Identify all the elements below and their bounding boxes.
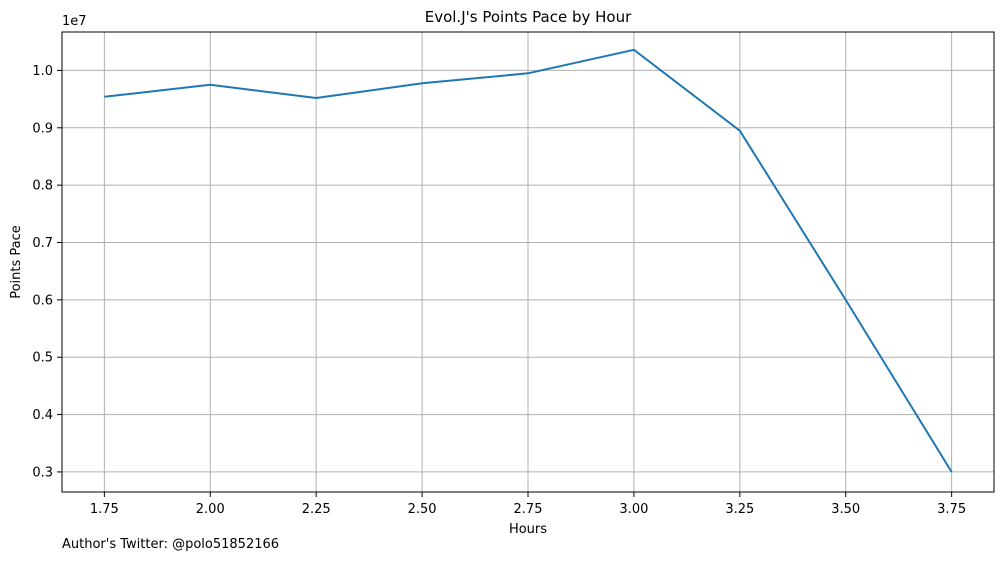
y-tick-label: 0.5 <box>32 351 53 366</box>
y-tick-label: 0.9 <box>32 121 53 136</box>
y-tick-label: 0.3 <box>32 465 53 480</box>
x-tick-label: 3.50 <box>831 502 860 517</box>
x-tick-label: 1.75 <box>90 502 119 517</box>
y-tick-label: 1.0 <box>32 64 53 79</box>
x-axis-ticks: 1.75 2.00 2.25 2.50 2.75 3.00 3.25 3.50 3.75 <box>90 492 966 517</box>
series-line <box>104 48 953 473</box>
y-tick-label: 0.6 <box>32 293 53 308</box>
x-tick-label: 2.50 <box>408 502 437 517</box>
x-tick-label: 2.25 <box>302 502 331 517</box>
series-layer <box>104 48 953 473</box>
y-tick-label: 0.8 <box>32 179 53 194</box>
y-axis-offset-label: 1e7 <box>62 14 87 29</box>
y-axis-ticks: 0.3 0.4 0.5 0.6 0.7 0.8 0.9 1.0 <box>32 64 62 480</box>
grid-lines <box>62 32 994 492</box>
y-axis-label: Points Pace <box>9 225 24 299</box>
author-twitter-note: Author's Twitter: @polo51852166 <box>62 537 280 552</box>
y-tick-label: 0.7 <box>32 236 53 251</box>
x-axis-label: Hours <box>509 522 547 537</box>
chart-title: Evol.J's Points Pace by Hour <box>425 8 632 26</box>
x-tick-label: 3.00 <box>619 502 648 517</box>
x-tick-label: 2.75 <box>514 502 543 517</box>
x-tick-label: 2.00 <box>196 502 225 517</box>
x-tick-label: 3.25 <box>725 502 754 517</box>
y-tick-label: 0.4 <box>32 408 53 423</box>
x-tick-label: 3.75 <box>937 502 966 517</box>
